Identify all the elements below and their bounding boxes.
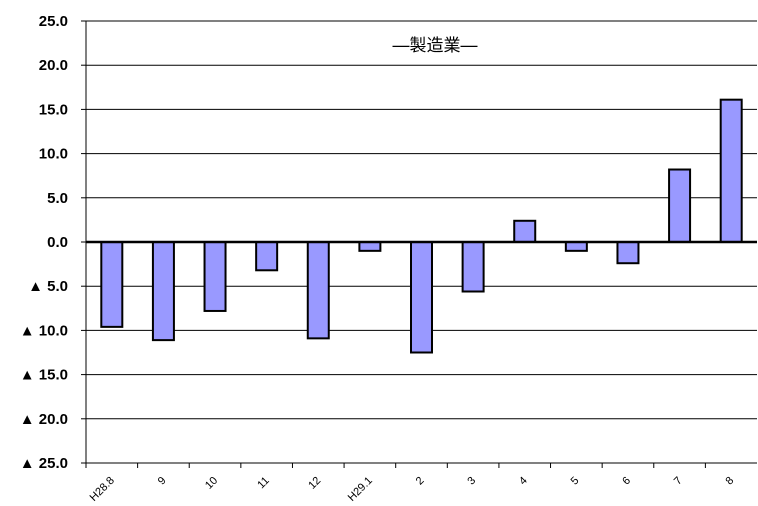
x-tick-label: 3	[465, 475, 478, 488]
bar	[719, 98, 743, 244]
chart-title: ―製造業―	[393, 36, 478, 56]
x-tick-label: 10	[203, 475, 220, 492]
x-tick-label: 6	[620, 475, 633, 488]
bar	[616, 241, 640, 265]
y-tick-label: ▲ 20.0	[20, 411, 68, 428]
y-tick-label: 25.0	[39, 13, 68, 30]
y-tick-label: ▲ 10.0	[20, 322, 68, 339]
bar	[668, 168, 692, 243]
bar	[564, 241, 588, 252]
x-tick-label: 5	[569, 475, 582, 488]
y-axis: 25.0 20.0 15.0 10.0 5.0 0.0 ▲ 5.0 ▲ 10.0 ▲ 15.0 ▲…	[20, 13, 87, 472]
x-tick-labels: H28.8 9 10 11 12 H29.1 2 3 4 5 6 7 8	[85, 463, 736, 504]
y-tick-label: 20.0	[39, 57, 68, 74]
x-tick-label: 7	[672, 475, 685, 488]
bar	[358, 241, 382, 252]
bar	[151, 241, 175, 342]
bar	[461, 241, 485, 293]
y-tick-label: ▲ 25.0	[20, 455, 68, 472]
y-tick-label: 10.0	[39, 146, 68, 163]
bar	[513, 219, 537, 243]
x-tick-label: H28.8	[88, 475, 117, 504]
bar	[306, 241, 330, 340]
bar	[100, 241, 124, 328]
x-tick-label: 2	[414, 475, 427, 488]
y-tick-label: ▲ 15.0	[20, 367, 68, 384]
bar	[203, 241, 227, 312]
y-tick-label: 0.0	[47, 234, 68, 251]
x-tick-label: 4	[517, 475, 530, 488]
x-tick-label: 8	[723, 475, 736, 488]
y-tick-label: 15.0	[39, 101, 68, 118]
x-tick-label: 9	[156, 475, 169, 488]
x-tick-label: 12	[306, 475, 323, 492]
bars	[100, 98, 743, 354]
bar	[255, 241, 279, 272]
x-tick-label: 11	[255, 475, 272, 492]
bar	[410, 241, 433, 354]
y-tick-label: ▲ 5.0	[28, 278, 68, 295]
y-tick-label: 5.0	[47, 190, 68, 207]
x-tick-label: H29.1	[346, 475, 375, 504]
